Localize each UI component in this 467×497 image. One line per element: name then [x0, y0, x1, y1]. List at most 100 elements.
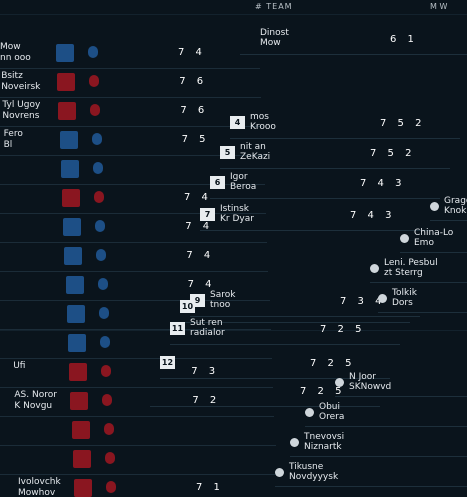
rank-badge: [58, 102, 77, 120]
team-logo-icon: [95, 220, 106, 232]
team-name: Obui Orera: [319, 402, 345, 422]
standings-row[interactable]: Ivolovchk Mowhov 7 1: [0, 475, 278, 497]
team-logo-icon: [100, 336, 110, 348]
team-name: Ivolovchk Mowhov: [18, 477, 61, 497]
standings-row[interactable]: 12 7 2 5: [160, 352, 390, 379]
rank-badge: [74, 479, 92, 497]
divider: [0, 14, 467, 15]
standings-row[interactable]: 7 2 5: [150, 380, 380, 407]
standings-row[interactable]: Tnevovsi Niznartk: [290, 432, 467, 457]
team-score: 7 4: [184, 192, 212, 203]
standings-row[interactable]: AS. Noror K Novgu 7 2: [0, 388, 275, 417]
rank-badge: [57, 73, 76, 91]
team-logo-icon: [101, 365, 112, 377]
rank-badge: [70, 392, 89, 410]
team-score: 7 6: [180, 105, 209, 116]
standings-row[interactable]: 5 nit an ZeKazi 7 5 2: [220, 142, 450, 169]
position-badge: 12: [160, 356, 175, 369]
team-score: 7 4 3: [350, 210, 396, 221]
team-logo-icon: [96, 249, 107, 261]
team-logo-icon: [335, 378, 344, 387]
team-score: 7 5: [181, 134, 210, 145]
standings-row[interactable]: Tikusne Novdyyysk: [275, 462, 467, 487]
standings-row[interactable]: N Joor SKNowvd: [335, 372, 467, 397]
standings-row[interactable]: [0, 301, 271, 330]
rank-badge: [60, 160, 79, 178]
standings-row[interactable]: Obui Orera: [305, 402, 467, 427]
rank-badge: [69, 363, 88, 381]
standings-row[interactable]: Gragore Knok: [430, 196, 467, 221]
team-logo-icon: [104, 452, 115, 464]
team-score: 7 2: [192, 395, 221, 406]
rank-badge: [64, 247, 83, 265]
standings-row[interactable]: 4 mos Krooo 7 5 2: [230, 112, 460, 139]
standings-row[interactable]: Fero Bl 7 5: [0, 127, 264, 156]
team-name: Bsitz Noveirsk: [1, 71, 41, 92]
standings-row[interactable]: Tolkik Dors: [378, 288, 467, 313]
position-badge: 7: [200, 208, 215, 221]
standings-row[interactable]: Bsitz Noveirsk 7 6: [0, 69, 262, 98]
team-score: 7 3 4: [340, 296, 386, 307]
team-score: 6 1: [390, 34, 418, 45]
standings-row[interactable]: Leni. Pesbul zt Sterrg: [370, 258, 467, 283]
rank-badge: [72, 450, 91, 468]
team-logo-icon: [97, 278, 108, 290]
column-header-team: # TEAM: [255, 2, 293, 11]
position-badge: 6: [210, 176, 225, 189]
team-score: 7 4: [187, 279, 216, 290]
team-score: 7 1: [196, 482, 224, 493]
team-logo-icon: [102, 394, 113, 406]
team-score: 7 5 2: [380, 118, 426, 129]
standings-row[interactable]: Ufi 7 3: [0, 359, 274, 388]
team-logo-icon: [305, 408, 314, 417]
standings-row[interactable]: Mow nn ooo 7 4: [0, 40, 260, 69]
standings-row[interactable]: [0, 417, 276, 446]
team-name: Tnevovsi Niznartk: [304, 432, 345, 452]
standings-row[interactable]: [0, 330, 272, 359]
team-logo-icon: [92, 162, 103, 174]
team-name: Ufi: [13, 361, 26, 371]
team-name: Tolkik Dors: [392, 288, 417, 308]
team-score: 7 6: [179, 76, 208, 87]
team-logo-icon: [91, 133, 102, 145]
standings-row[interactable]: Dinost Mow 6 1: [240, 28, 467, 55]
standings-row[interactable]: 11 Sut ren radialor 7 2 5: [170, 318, 400, 345]
standings-row[interactable]: 7 4: [0, 214, 268, 243]
team-logo-icon: [290, 438, 299, 447]
team-name: Mow nn ooo: [0, 42, 31, 63]
team-name: Fero Bl: [3, 129, 23, 150]
standings-row[interactable]: [0, 156, 265, 185]
standings-row[interactable]: 7 4: [0, 272, 270, 301]
team-logo-icon: [94, 191, 104, 203]
standings-row[interactable]: 7 Istinsk Kr Dyar 7 4 3: [200, 204, 430, 231]
team-score: 7 2 5: [310, 358, 356, 369]
team-logo-icon: [89, 75, 100, 87]
standings-row[interactable]: 10: [180, 296, 410, 323]
rank-badge: [71, 421, 90, 439]
team-logo-icon: [103, 423, 114, 435]
team-logo-icon: [106, 481, 116, 493]
team-logo-icon: [430, 202, 439, 211]
position-badge: 4: [230, 116, 245, 129]
standings-row[interactable]: Tyl Ugoy Novrens 7 6: [0, 98, 263, 127]
standings-row[interactable]: [0, 446, 277, 475]
standings-row[interactable]: 6 Igor Beroa 7 4 3: [210, 172, 440, 199]
standings-row[interactable]: China-Lo Emo: [400, 228, 467, 253]
team-name: China-Lo Emo: [414, 228, 454, 248]
team-score: 7 5 2: [370, 148, 416, 159]
team-name: Tyl Ugoy Novrens: [2, 100, 41, 121]
team-name: Dinost Mow: [260, 28, 289, 48]
team-name: Tikusne Novdyyysk: [289, 462, 339, 482]
column-header-wins: M W: [430, 2, 448, 11]
rank-badge: [68, 334, 86, 352]
rank-badge: [56, 44, 74, 62]
team-name: Igor Beroa: [230, 172, 257, 192]
standings-row[interactable]: 7 4: [0, 185, 266, 214]
team-score: 7 3: [191, 366, 220, 377]
team-logo-icon: [378, 294, 387, 303]
standings-row[interactable]: 7 4: [0, 243, 269, 272]
position-badge: 11: [170, 322, 185, 335]
left-standings-panel: Mow nn ooo 7 4 Bsitz Noveirsk 7 6 Tyl Ugoy N…: [0, 10, 290, 497]
divider: [0, 330, 467, 331]
